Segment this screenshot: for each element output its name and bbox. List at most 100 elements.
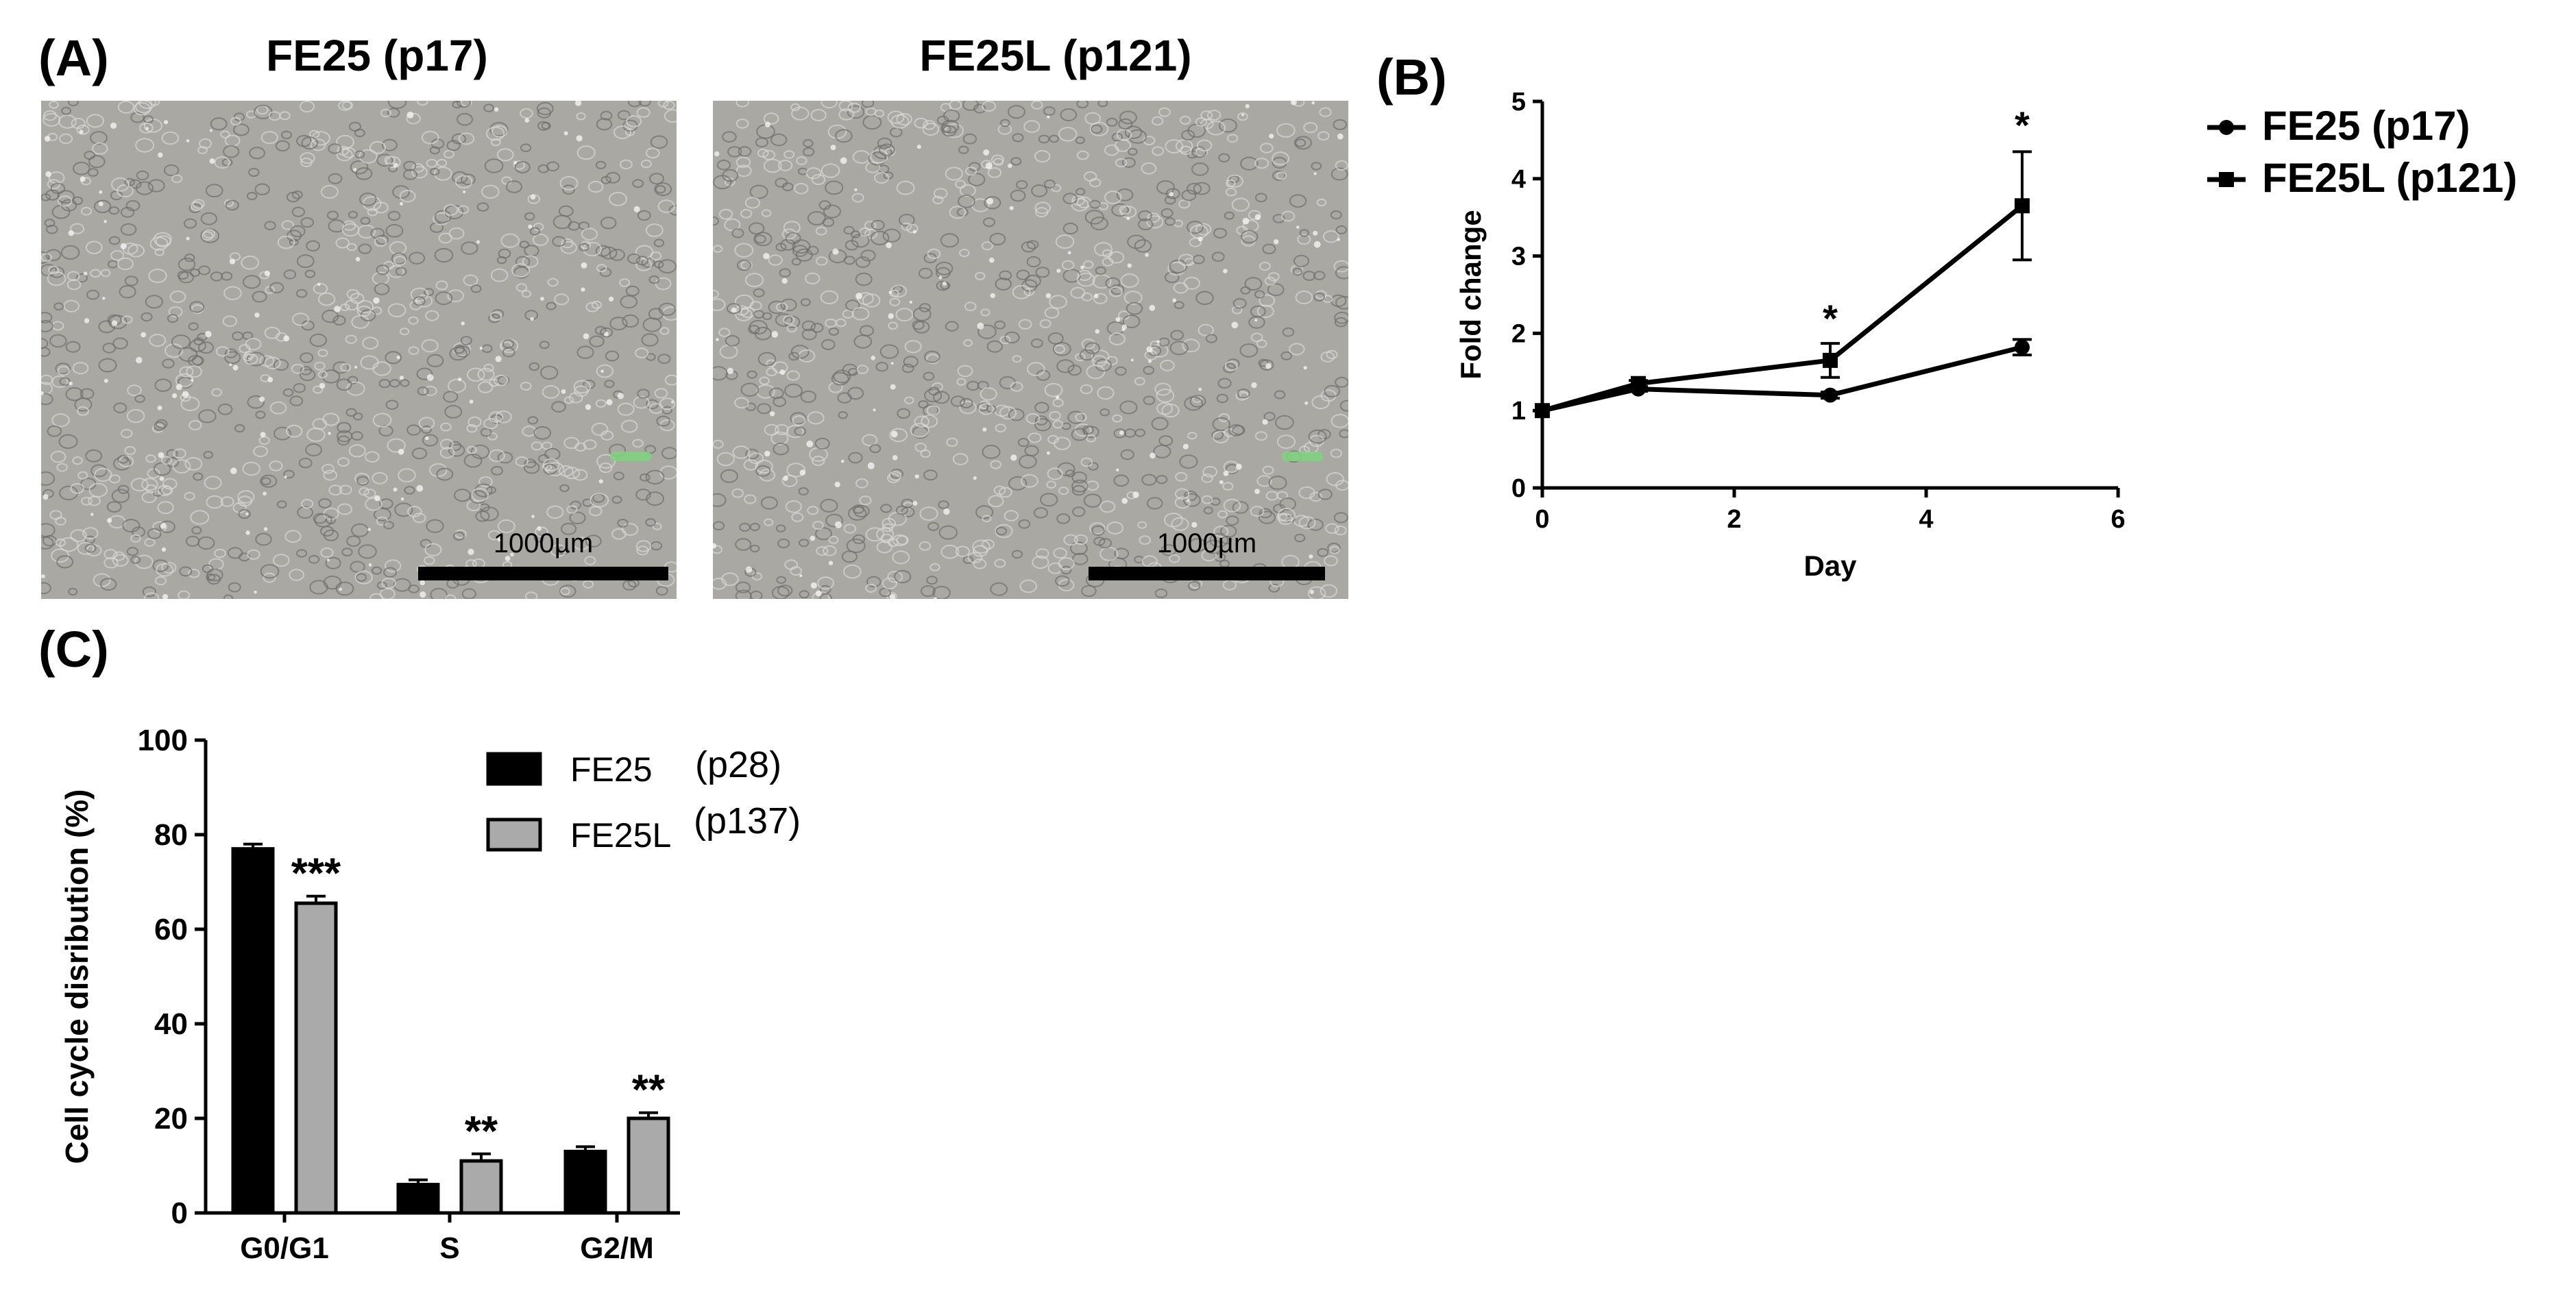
bright-spot xyxy=(1156,340,1161,343)
scale-bar-label: 1000µm xyxy=(1156,528,1257,558)
legend-passage: (p137) xyxy=(694,800,801,842)
cell xyxy=(1090,124,1103,134)
cell xyxy=(821,339,836,350)
cell xyxy=(1112,414,1123,423)
cell xyxy=(1302,271,1316,281)
cell xyxy=(45,249,62,261)
series-line-1 xyxy=(1542,345,2023,413)
cell xyxy=(890,114,910,129)
cell xyxy=(247,395,265,409)
cell xyxy=(82,527,99,540)
cell xyxy=(1307,518,1324,531)
bright-spot xyxy=(1182,443,1189,450)
cell xyxy=(919,506,938,521)
bar-fe25l-s xyxy=(459,1159,503,1215)
cell xyxy=(41,253,52,262)
bright-spot xyxy=(120,243,127,249)
cell xyxy=(955,180,967,189)
cell xyxy=(197,265,210,275)
bright-spot xyxy=(771,331,779,338)
cell xyxy=(1313,271,1326,280)
cell xyxy=(1106,117,1118,127)
legend-label: FE25 xyxy=(570,750,653,789)
cell xyxy=(1056,359,1075,373)
cell xyxy=(790,566,803,576)
cell xyxy=(102,343,117,354)
cell xyxy=(1192,254,1205,265)
bright-spot xyxy=(609,296,614,302)
bright-spot xyxy=(111,320,118,326)
cell xyxy=(843,564,862,579)
bright-spot xyxy=(267,377,274,382)
data-point-square xyxy=(1535,403,1550,419)
cell xyxy=(399,190,416,203)
cell xyxy=(652,522,662,530)
cell xyxy=(230,116,241,126)
cell xyxy=(1189,395,1206,408)
cell xyxy=(968,173,986,186)
cell xyxy=(722,131,737,143)
cell xyxy=(786,463,806,478)
cell xyxy=(868,151,887,166)
cell xyxy=(640,473,651,482)
cell xyxy=(1035,207,1049,218)
bright-spot xyxy=(400,497,404,501)
cell xyxy=(1052,420,1064,429)
cell xyxy=(1075,136,1085,145)
cell xyxy=(888,321,899,330)
cell xyxy=(466,500,481,512)
cell xyxy=(356,305,372,317)
cell xyxy=(70,223,85,234)
cell xyxy=(1271,151,1290,166)
cell xyxy=(1330,210,1342,220)
significance-star: * xyxy=(2015,103,2030,147)
bright-spot xyxy=(912,230,916,234)
y-tick-label: 40 xyxy=(154,1007,188,1041)
bright-spot xyxy=(399,376,404,380)
cell xyxy=(1124,125,1143,140)
cell xyxy=(984,196,1001,210)
bright-spot xyxy=(232,365,239,371)
cell xyxy=(897,408,911,419)
cell xyxy=(1120,273,1139,288)
cell xyxy=(522,255,539,268)
cell xyxy=(645,469,665,484)
cell xyxy=(41,347,51,357)
cell xyxy=(1091,349,1110,364)
cell xyxy=(56,463,68,472)
cell xyxy=(1038,134,1050,144)
cell xyxy=(959,397,973,408)
cell xyxy=(385,400,399,410)
bar-fe25-s xyxy=(396,1183,440,1215)
cell xyxy=(638,101,651,107)
cell xyxy=(424,288,435,297)
cell xyxy=(938,500,949,509)
cell xyxy=(991,154,1004,165)
cell xyxy=(727,146,742,158)
bright-spot xyxy=(416,484,424,492)
cell xyxy=(279,111,291,121)
cell xyxy=(1180,145,1192,156)
cell xyxy=(940,544,960,559)
cell xyxy=(785,232,801,245)
bright-spot xyxy=(479,346,483,350)
cell xyxy=(300,366,313,376)
bright-spot xyxy=(942,281,947,286)
cell xyxy=(1026,240,1039,249)
bright-spot xyxy=(575,101,582,106)
cell xyxy=(995,423,1006,433)
cell xyxy=(100,578,117,591)
cell xyxy=(1329,545,1340,554)
bar-fe25l-g0-g1 xyxy=(294,901,338,1215)
cell xyxy=(98,358,117,373)
bright-spot xyxy=(810,535,815,541)
cell xyxy=(775,423,789,435)
cell xyxy=(880,533,893,543)
cell xyxy=(879,143,895,156)
cell xyxy=(1161,208,1174,218)
cell xyxy=(165,343,184,358)
bright-spot xyxy=(810,582,817,589)
cell xyxy=(1258,511,1276,524)
cell xyxy=(147,179,165,193)
cell xyxy=(469,490,487,504)
